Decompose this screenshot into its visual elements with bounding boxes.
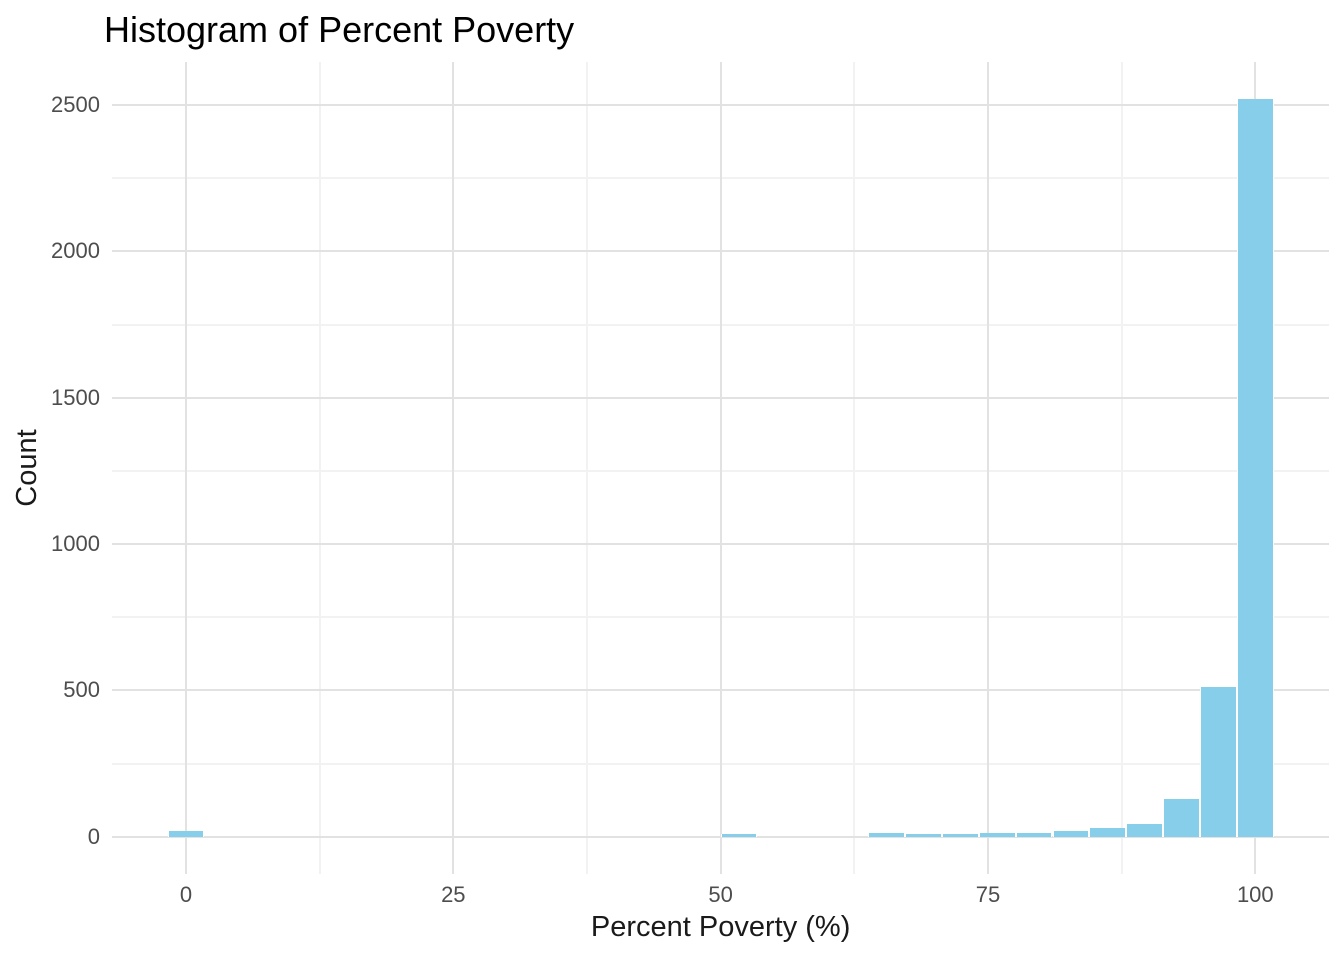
histogram-bar bbox=[1126, 824, 1164, 837]
x-tick-label: 0 bbox=[179, 882, 193, 907]
x-tick-label: 50 bbox=[708, 882, 733, 907]
histogram-bar bbox=[1089, 827, 1127, 837]
y-tick-label: 1000 bbox=[51, 531, 100, 557]
gridline-major-vertical bbox=[719, 61, 722, 874]
gridline-major-vertical bbox=[986, 61, 989, 874]
x-tick-label: 100 bbox=[1236, 882, 1274, 907]
y-tick-label: 0 bbox=[87, 823, 100, 849]
gridline-major-horizontal bbox=[112, 250, 1330, 253]
gridline-minor-vertical bbox=[585, 61, 588, 874]
y-tick-label: 2500 bbox=[51, 92, 100, 117]
gridline-minor-vertical bbox=[318, 61, 321, 874]
histogram-bar bbox=[1199, 687, 1237, 837]
x-tick-label: 25 bbox=[441, 882, 466, 907]
gridline-major-horizontal bbox=[112, 543, 1330, 545]
histogram-bar bbox=[941, 833, 979, 837]
gridline-major-vertical bbox=[184, 61, 187, 874]
histogram-bar bbox=[1052, 831, 1090, 837]
x-axis-title: Percent Poverty (%) bbox=[590, 911, 851, 943]
y-tick-label: 500 bbox=[63, 677, 100, 703]
gridline-major-vertical bbox=[452, 61, 455, 874]
histogram-bar bbox=[978, 832, 1016, 837]
gridline-major-horizontal bbox=[112, 103, 1330, 106]
histogram-bar bbox=[167, 831, 205, 837]
gridline-major-horizontal bbox=[112, 835, 1330, 838]
gridline-minor-vertical bbox=[1120, 61, 1123, 874]
histogram-bar bbox=[720, 834, 758, 837]
gridline-minor-vertical bbox=[853, 61, 856, 874]
y-tick-label: 1500 bbox=[51, 384, 100, 410]
histogram-bar bbox=[1236, 98, 1274, 837]
y-tick-label: 2000 bbox=[51, 238, 100, 264]
x-tick-label: 75 bbox=[975, 882, 1001, 907]
histogram-bar bbox=[905, 833, 942, 837]
histogram-bar bbox=[1163, 799, 1200, 837]
histogram-bar bbox=[1015, 832, 1053, 837]
chart-title: Histogram of Percent Poverty bbox=[104, 9, 575, 50]
histogram-bar bbox=[868, 833, 905, 837]
gridline-major-horizontal bbox=[112, 396, 1330, 399]
plot-panel bbox=[112, 61, 1330, 874]
y-axis-title: Count bbox=[11, 429, 43, 507]
gridline-major-horizontal bbox=[112, 689, 1330, 692]
